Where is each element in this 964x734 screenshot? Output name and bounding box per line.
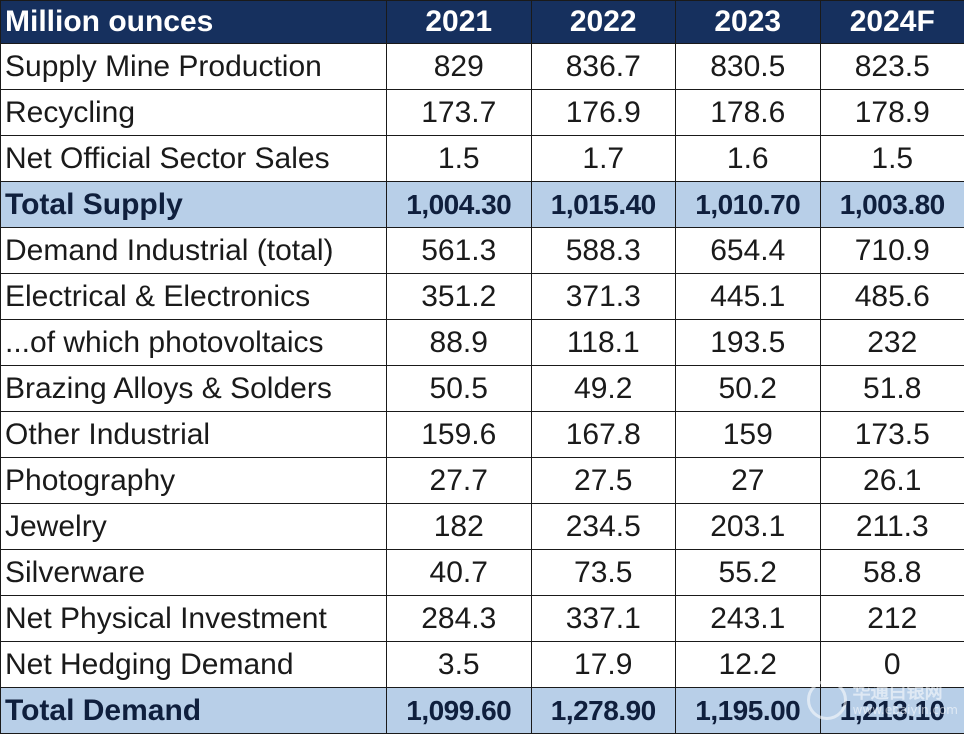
- value-cell: 1.6: [675, 135, 821, 182]
- value-cell: 182: [386, 503, 532, 550]
- value-cell: 836.7: [530, 43, 676, 90]
- table-row: Silverware 40.7 73.5 55.2 58.8: [0, 549, 964, 596]
- row-label-cell: Net Hedging Demand: [0, 641, 387, 688]
- value-cell: 232: [819, 319, 964, 366]
- value-cell: 445.1: [675, 273, 821, 320]
- row-label-cell: Total Demand: [0, 687, 387, 734]
- value-cell: 159: [675, 411, 821, 458]
- value-cell: 50.2: [675, 365, 821, 412]
- value-cell: 1,195.00: [675, 687, 821, 734]
- value-cell: 1,004.30: [386, 181, 532, 228]
- table-row: Brazing Alloys & Solders 50.5 49.2 50.2 51.8: [0, 365, 964, 412]
- header-year-cell: 2021: [386, 0, 532, 44]
- value-cell: 49.2: [530, 365, 676, 412]
- total-row: Total Demand 1,099.60 1,278.90 1,195.00 1,21…: [0, 687, 964, 734]
- row-label-cell: Other Industrial: [0, 411, 387, 458]
- header-year-cell: 2024F: [819, 0, 964, 44]
- row-label-cell: Brazing Alloys & Solders: [0, 365, 387, 412]
- value-cell: 55.2: [675, 549, 821, 596]
- value-cell: 1.5: [819, 135, 964, 182]
- value-cell: 1,099.60: [386, 687, 532, 734]
- value-cell: 178.6: [675, 89, 821, 136]
- value-cell: 178.9: [819, 89, 964, 136]
- header-row: Million ounces 2021 2022 2023 2024F: [0, 0, 964, 44]
- row-label-cell: Electrical & Electronics: [0, 273, 387, 320]
- row-label-cell: Net Physical Investment: [0, 595, 387, 642]
- value-cell: 243.1: [675, 595, 821, 642]
- row-label-cell: Net Official Sector Sales: [0, 135, 387, 182]
- value-cell: 159.6: [386, 411, 532, 458]
- value-cell: 173.7: [386, 89, 532, 136]
- value-cell: 3.5: [386, 641, 532, 688]
- table-row: Net Physical Investment 284.3 337.1 243.1 21…: [0, 595, 964, 642]
- value-cell: 17.9: [530, 641, 676, 688]
- value-cell: 710.9: [819, 227, 964, 274]
- value-cell: 173.5: [819, 411, 964, 458]
- table-row: Net Official Sector Sales 1.5 1.7 1.6 1.5: [0, 135, 964, 182]
- value-cell: 1,213.10: [819, 687, 964, 734]
- value-cell: 27.5: [530, 457, 676, 504]
- value-cell: 40.7: [386, 549, 532, 596]
- total-row: Total Supply 1,004.30 1,015.40 1,010.70 1,00…: [0, 181, 964, 228]
- table-row: Electrical & Electronics 351.2 371.3 445.1 4…: [0, 273, 964, 320]
- value-cell: 284.3: [386, 595, 532, 642]
- value-cell: 212: [819, 595, 964, 642]
- value-cell: 1.5: [386, 135, 532, 182]
- value-cell: 51.8: [819, 365, 964, 412]
- value-cell: 27.7: [386, 457, 532, 504]
- value-cell: 58.8: [819, 549, 964, 596]
- value-cell: 351.2: [386, 273, 532, 320]
- value-cell: 234.5: [530, 503, 676, 550]
- value-cell: 118.1: [530, 319, 676, 366]
- row-label-cell: Silverware: [0, 549, 387, 596]
- table-body: Supply Mine Production 829 836.7 830.5 823.5…: [0, 43, 964, 734]
- header-label-cell: Million ounces: [0, 0, 387, 44]
- value-cell: 0: [819, 641, 964, 688]
- value-cell: 1,278.90: [530, 687, 676, 734]
- value-cell: 371.3: [530, 273, 676, 320]
- value-cell: 1,010.70: [675, 181, 821, 228]
- value-cell: 203.1: [675, 503, 821, 550]
- value-cell: 1.7: [530, 135, 676, 182]
- value-cell: 823.5: [819, 43, 964, 90]
- value-cell: 485.6: [819, 273, 964, 320]
- header-year-cell: 2023: [675, 0, 821, 44]
- table-row: ...of which photovoltaics 88.9 118.1 193.5 2…: [0, 319, 964, 366]
- row-label-cell: Total Supply: [0, 181, 387, 228]
- value-cell: 337.1: [530, 595, 676, 642]
- value-cell: 561.3: [386, 227, 532, 274]
- value-cell: 588.3: [530, 227, 676, 274]
- value-cell: 167.8: [530, 411, 676, 458]
- value-cell: 1,015.40: [530, 181, 676, 228]
- table-row: Recycling 173.7 176.9 178.6 178.9: [0, 89, 964, 136]
- value-cell: 830.5: [675, 43, 821, 90]
- table-row: Other Industrial 159.6 167.8 159 173.5: [0, 411, 964, 458]
- row-label-cell: ...of which photovoltaics: [0, 319, 387, 366]
- value-cell: 176.9: [530, 89, 676, 136]
- value-cell: 12.2: [675, 641, 821, 688]
- table-row: Demand Industrial (total) 561.3 588.3 654.4…: [0, 227, 964, 274]
- row-label-cell: Photography: [0, 457, 387, 504]
- value-cell: 193.5: [675, 319, 821, 366]
- value-cell: 211.3: [819, 503, 964, 550]
- value-cell: 26.1: [819, 457, 964, 504]
- value-cell: 50.5: [386, 365, 532, 412]
- table-row: Supply Mine Production 829 836.7 830.5 823.5: [0, 43, 964, 90]
- value-cell: 654.4: [675, 227, 821, 274]
- header-year-cell: 2022: [530, 0, 676, 44]
- value-cell: 88.9: [386, 319, 532, 366]
- value-cell: 27: [675, 457, 821, 504]
- table-row: Jewelry 182 234.5 203.1 211.3: [0, 503, 964, 550]
- row-label-cell: Recycling: [0, 89, 387, 136]
- row-label-cell: Demand Industrial (total): [0, 227, 387, 274]
- row-label-cell: Supply Mine Production: [0, 43, 387, 90]
- row-label-cell: Jewelry: [0, 503, 387, 550]
- table-row: Photography 27.7 27.5 27 26.1: [0, 457, 964, 504]
- value-cell: 1,003.80: [819, 181, 964, 228]
- value-cell: 829: [386, 43, 532, 90]
- table-row: Net Hedging Demand 3.5 17.9 12.2 0: [0, 641, 964, 688]
- value-cell: 73.5: [530, 549, 676, 596]
